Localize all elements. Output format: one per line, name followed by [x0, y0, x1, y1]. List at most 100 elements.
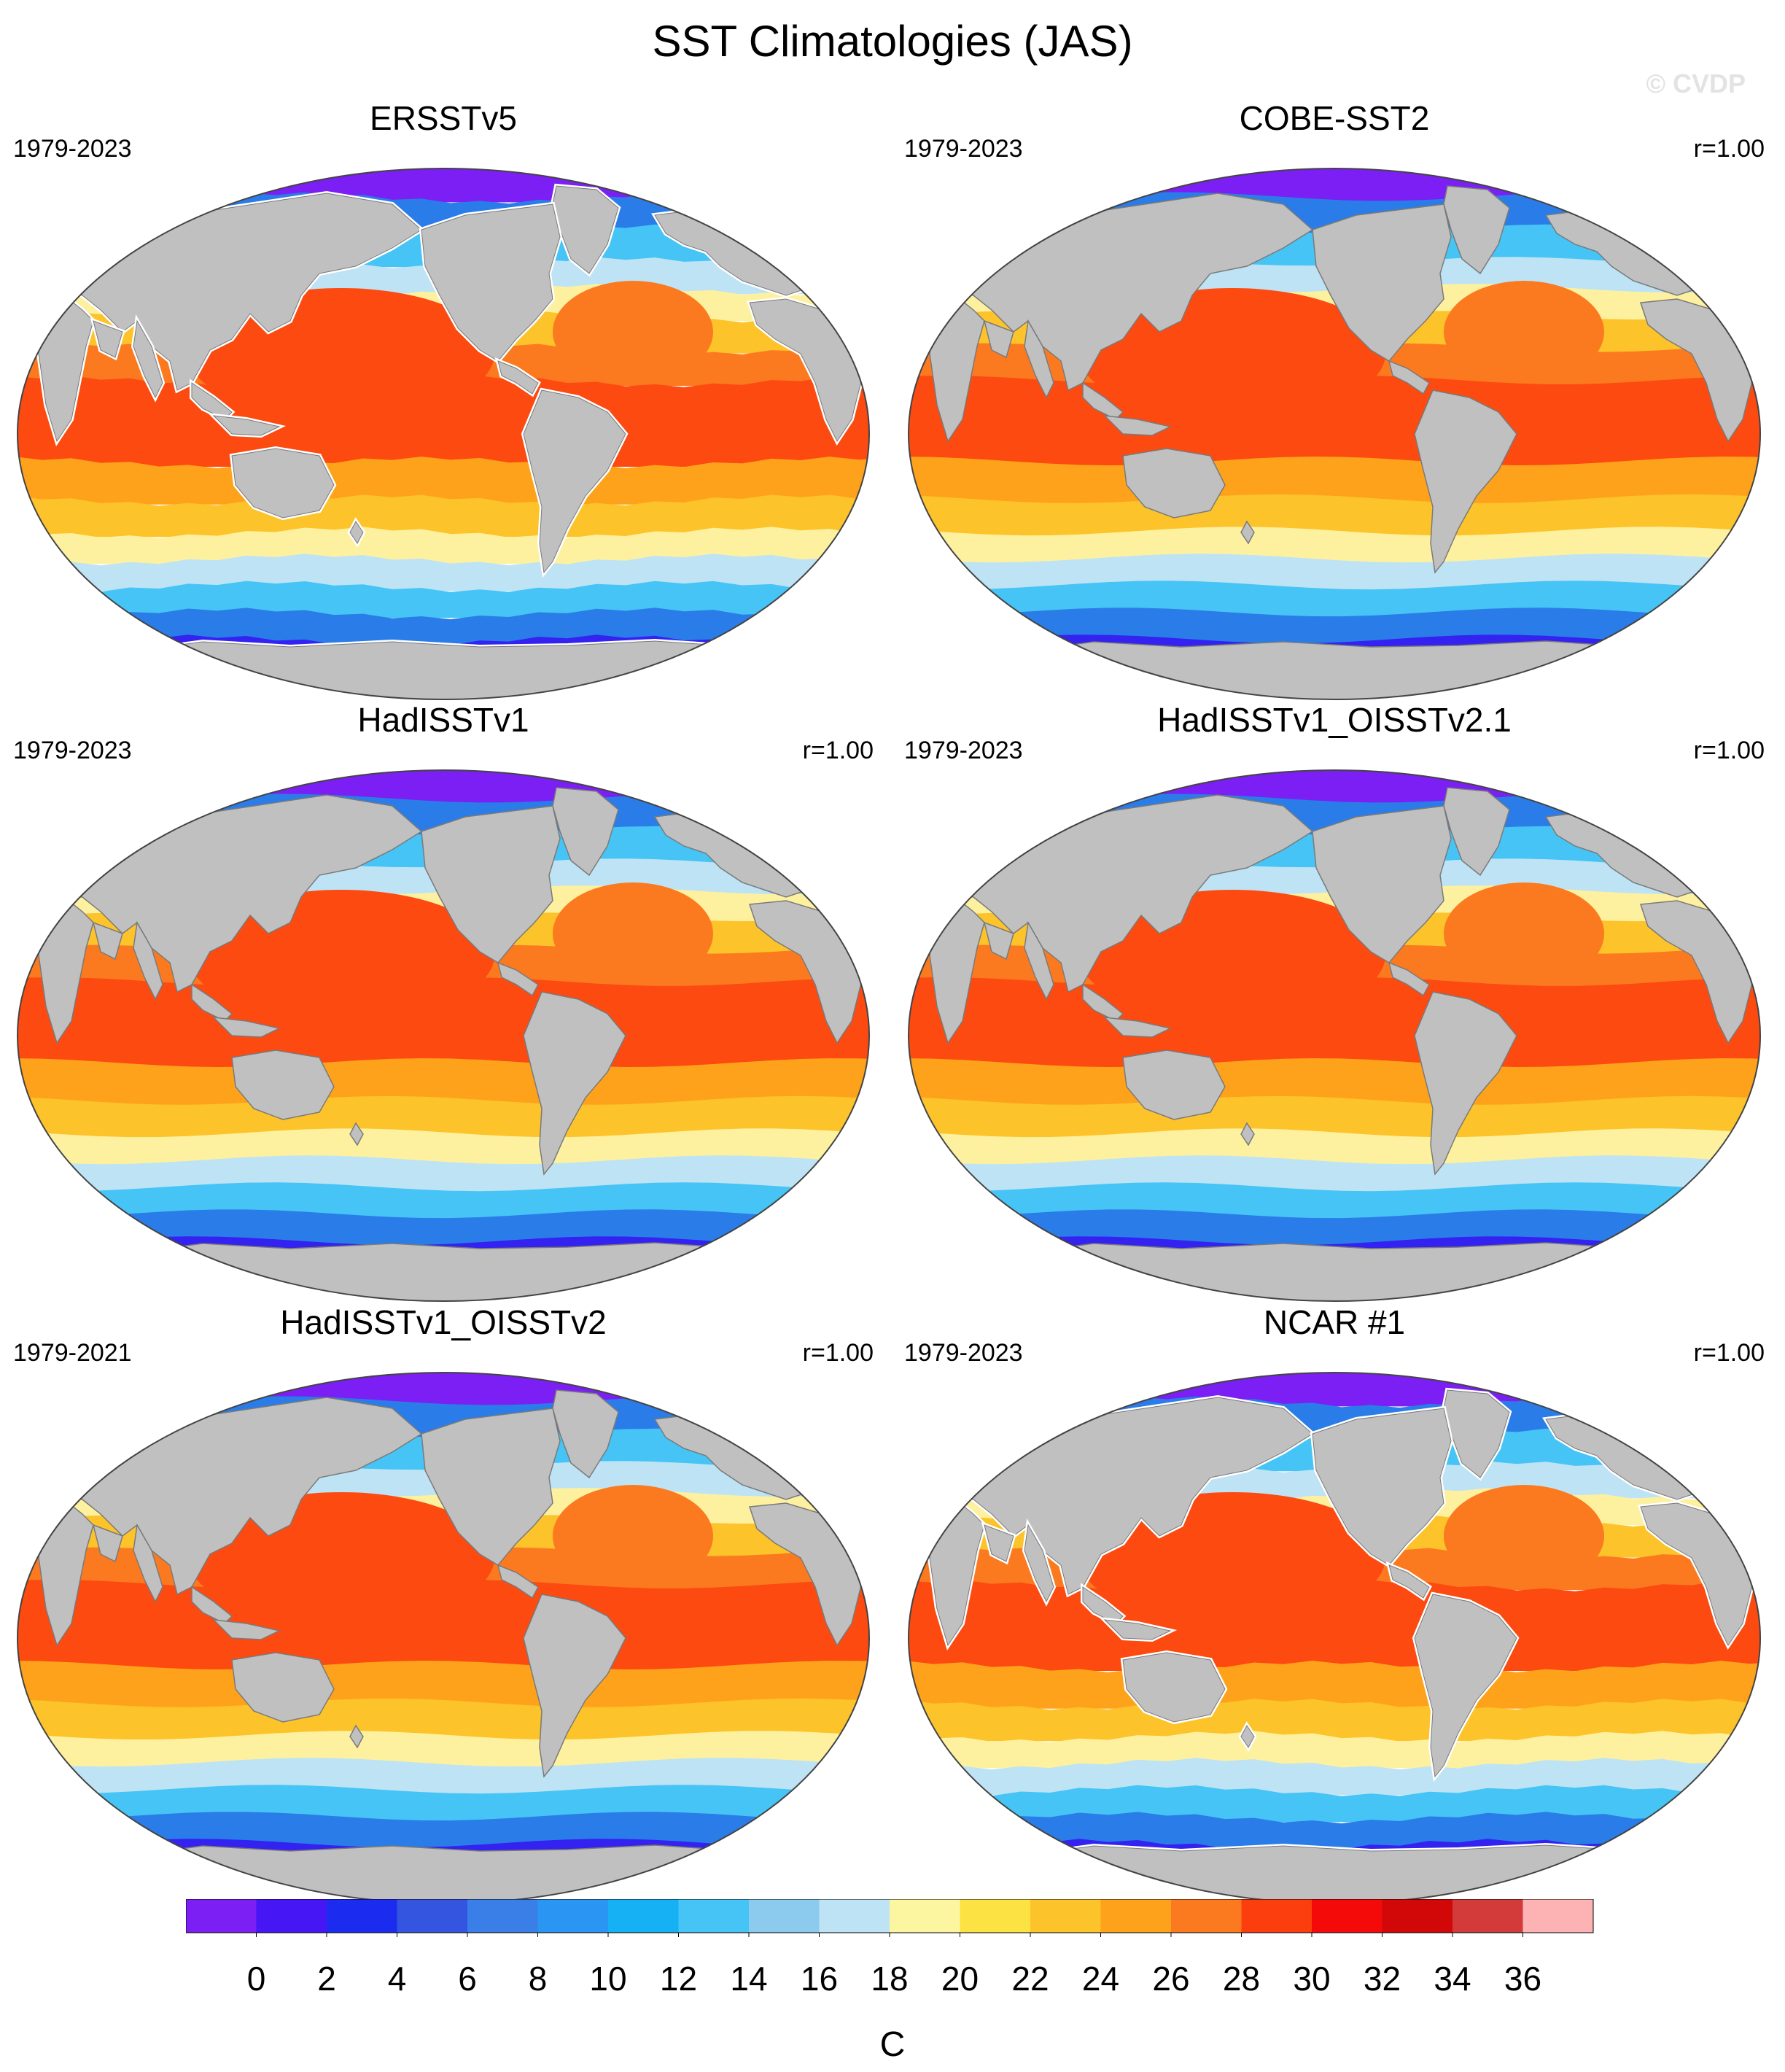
- map-panel: NCAR #1 1979-2023 r=1.00: [904, 1303, 1765, 1908]
- panel-period: 1979-2023: [904, 737, 1023, 764]
- colorbar-swatch: [1382, 1899, 1452, 1933]
- sst-band: [18, 527, 869, 564]
- land-namerica: [421, 805, 561, 963]
- panel-period: 1979-2021: [13, 1339, 132, 1367]
- sst-band: [909, 376, 1760, 467]
- land-camerica-outline: [497, 360, 539, 395]
- land-africa: [929, 295, 985, 443]
- land-arabia: [92, 1524, 123, 1563]
- sst-band: [18, 1058, 869, 1106]
- colorbar-label: 0: [247, 1960, 266, 1998]
- land-namerica: [1312, 203, 1452, 362]
- sst-band: [18, 1095, 869, 1139]
- colorbar-swatch: [397, 1899, 467, 1933]
- land-camerica: [1388, 360, 1430, 395]
- land-indonesia-outline: [212, 415, 281, 436]
- colorbar-label: 20: [941, 1960, 979, 1998]
- colorbar-swatch: [1312, 1899, 1382, 1933]
- panel-title: ERSSTv5: [370, 99, 517, 137]
- land-newzealand: [1240, 520, 1255, 545]
- colorbar-label: 6: [458, 1960, 477, 1998]
- land-africa: [929, 896, 985, 1044]
- land-india-outline: [1024, 1524, 1054, 1603]
- atlantic-warm-region: [553, 882, 713, 985]
- sst-map: [17, 168, 870, 700]
- land-africa-outline: [929, 1499, 985, 1647]
- land-africa: [38, 896, 94, 1044]
- colorbar: 0 2 4 6 8 10 12 14 16 18 20 22 24 26 28 30 32 34 36: [186, 1899, 1594, 1998]
- land-samerica: [1414, 991, 1517, 1176]
- colorbar-label: 8: [529, 1960, 548, 1998]
- land-indonesia: [1102, 415, 1172, 436]
- panel-period: 1979-2023: [13, 135, 132, 163]
- colorbar-label: 36: [1504, 1960, 1541, 1998]
- land-arabia-outline: [93, 320, 123, 358]
- panel-period: 1979-2023: [904, 1339, 1023, 1367]
- land-samerica: [523, 991, 626, 1176]
- colorbar-label: 18: [871, 1960, 908, 1998]
- colorbar-swatch: [1522, 1899, 1593, 1933]
- atlantic-warm-region: [553, 281, 713, 383]
- map-outline: [908, 769, 1761, 1302]
- land-camerica: [1388, 961, 1430, 997]
- sst-map: [17, 1372, 870, 1904]
- land-australia: [231, 1652, 335, 1723]
- map-panel: ERSSTv5 1979-2023: [13, 98, 874, 704]
- colorbar-label: 14: [730, 1960, 767, 1998]
- sst-band: [909, 1128, 1760, 1166]
- land-namerica-outline: [1312, 1408, 1452, 1566]
- colorbar-swatch: [327, 1899, 397, 1933]
- sst-band: [18, 581, 869, 618]
- sst-band: [18, 1128, 869, 1166]
- sst-band: [909, 1661, 1760, 1709]
- land-australia-outline: [1122, 1652, 1226, 1723]
- atlantic-warm-region: [553, 1485, 713, 1587]
- sst-band: [909, 1058, 1760, 1106]
- map-panel: HadISSTv1_OISSTv2 1979-2021 r=1.00: [13, 1303, 874, 1908]
- land-samerica-outline: [1414, 1594, 1517, 1778]
- sst-band: [909, 977, 1760, 1068]
- map-panel: COBE-SST2 1979-2023 r=1.00: [904, 98, 1765, 704]
- sst-band: [909, 1758, 1760, 1796]
- sst-band: [18, 1731, 869, 1769]
- land-indonesia: [211, 1017, 281, 1038]
- colorbar-swatch: [819, 1899, 890, 1933]
- colorbar-swatch: [890, 1899, 960, 1933]
- land-antarctica: [1012, 1242, 1693, 1301]
- colorbar-label: 4: [388, 1960, 407, 1998]
- sst-band: [18, 770, 869, 804]
- colorbar-label: 12: [660, 1960, 697, 1998]
- map-outline: [17, 168, 870, 700]
- colorbar-label: 28: [1223, 1960, 1260, 1998]
- land-australia: [1122, 1049, 1226, 1120]
- atlantic-warm-region: [1444, 1485, 1604, 1587]
- land-arabia: [983, 921, 1014, 961]
- sst-map: [908, 1372, 1761, 1904]
- colorbar-label: 22: [1011, 1960, 1049, 1998]
- atlantic-warm-region: [1444, 281, 1604, 383]
- colorbar-swatch: [1030, 1899, 1101, 1933]
- sst-band: [909, 1699, 1760, 1742]
- figure-title: SST Climatologies (JAS): [652, 17, 1133, 66]
- panel-period: 1979-2023: [13, 737, 132, 764]
- sst-band: [909, 527, 1760, 564]
- sst-band: [909, 457, 1760, 505]
- sst-band: [909, 1580, 1760, 1671]
- land-camerica: [497, 1564, 539, 1599]
- watermark: © CVDP: [1646, 69, 1746, 98]
- sst-band: [909, 168, 1760, 203]
- map-outline: [908, 168, 1761, 700]
- panel-period: 1979-2023: [904, 135, 1023, 163]
- land-india: [133, 920, 163, 1001]
- land-antarctica-outline: [122, 640, 802, 699]
- panel-title: HadISSTv1: [357, 701, 529, 739]
- colorbar-swatch: [608, 1899, 679, 1933]
- colorbar-label: 24: [1082, 1960, 1119, 1998]
- sst-band: [909, 1095, 1760, 1139]
- panel-title: COBE-SST2: [1239, 99, 1430, 137]
- panel-correlation: r=1.00: [1693, 737, 1765, 764]
- land-newzealand-outline: [349, 521, 364, 544]
- sst-band: [18, 1580, 869, 1671]
- sst-band: [18, 1661, 869, 1709]
- land-indonesia-outline: [1103, 1619, 1172, 1640]
